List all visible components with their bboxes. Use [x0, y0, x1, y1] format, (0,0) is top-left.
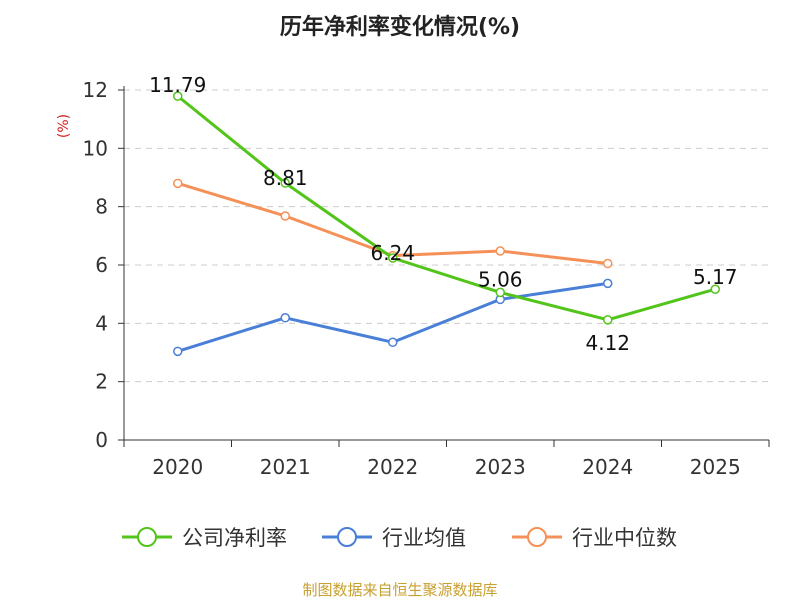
data-point[interactable] — [603, 258, 613, 269]
y-tick-label: 2 — [95, 370, 108, 394]
y-tick-label: 12 — [83, 78, 108, 102]
x-tick-label: 2025 — [690, 455, 741, 479]
legend-label: 行业均值 — [382, 526, 466, 550]
data-point[interactable] — [388, 253, 398, 263]
series-line — [176, 94, 716, 322]
legend-marker — [137, 527, 157, 547]
legend-marker — [527, 527, 547, 547]
data-point[interactable] — [495, 287, 505, 298]
data-label: 5.06 — [478, 267, 523, 291]
data-label: 6.24 — [370, 241, 415, 265]
x-tick-label: 2022 — [367, 455, 418, 479]
data-labels: 11.79 8.81 6.24 5.06 4.12 5.17 — [149, 73, 737, 355]
x-tick-label: 2021 — [260, 455, 311, 479]
data-point[interactable] — [388, 337, 398, 348]
legend-item[interactable]: 行业中位数 — [512, 526, 677, 550]
data-point[interactable] — [280, 178, 290, 188]
data-point[interactable] — [603, 315, 613, 325]
y-tick-label: 0 — [95, 428, 108, 452]
data-point[interactable] — [280, 211, 290, 221]
data-label: 11.79 — [149, 73, 206, 97]
legend-label: 公司净利率 — [182, 526, 287, 550]
legend-item[interactable]: 公司净利率 — [122, 526, 287, 550]
legend-item[interactable]: 行业均值 — [322, 526, 466, 550]
legend-label: 行业中位数 — [572, 526, 677, 550]
y-tick-label: 4 — [95, 311, 108, 335]
data-point[interactable] — [603, 278, 613, 289]
legend[interactable]: 公司净利率 行业均值 行业中位数 — [122, 526, 677, 550]
series-group — [173, 91, 720, 357]
x-tick-label: 2024 — [582, 455, 633, 479]
legend-marker — [337, 527, 357, 547]
y-axis-label: (%) — [56, 114, 72, 138]
data-point[interactable] — [710, 284, 720, 294]
x-tick-label: 2020 — [152, 455, 203, 479]
data-label: 8.81 — [263, 166, 308, 190]
source-note: 制图数据来自恒生聚源数据库 — [302, 581, 497, 599]
axes: 0 2 4 6 8 10 12 2020 2021 2022 2023 2024 2025 — [83, 78, 770, 479]
data-point[interactable] — [173, 178, 183, 189]
x-tick-label: 2023 — [475, 455, 526, 479]
y-tick-label: 10 — [83, 136, 108, 160]
y-tick-label: 6 — [95, 253, 108, 277]
y-tick-label: 8 — [95, 195, 108, 219]
data-point[interactable] — [495, 246, 505, 256]
data-point[interactable] — [173, 346, 183, 357]
data-point[interactable] — [173, 91, 183, 101]
data-point[interactable] — [280, 313, 290, 323]
chart-title: 历年净利率变化情况(%) — [280, 14, 520, 40]
data-label: 4.12 — [585, 331, 630, 355]
data-label: 5.17 — [693, 265, 738, 289]
grid-lines — [124, 89, 769, 383]
